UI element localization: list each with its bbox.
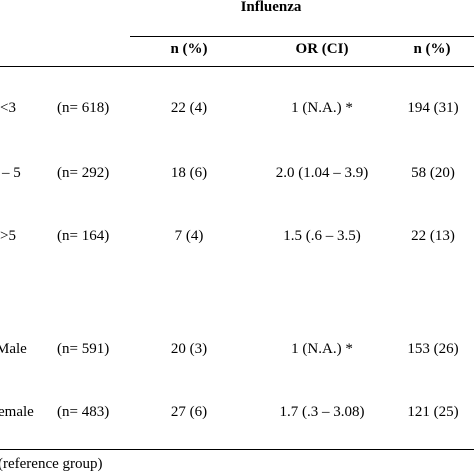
cell: 58 (20) [411,165,455,181]
cell: 1 (N.A.) * [291,100,353,116]
row-label: <3 [0,100,16,116]
cell: 1.7 (.3 – 3.08) [279,404,365,420]
cell: 194 (31) [407,100,459,116]
row-label: Male [0,341,27,357]
cell: 1 (N.A.) * [291,341,353,357]
col-header-n-pct-1: n (%) [170,41,208,57]
cell: 18 (6) [170,165,208,181]
group-title: Influenza [240,0,302,15]
cell: 2.0 (1.04 – 3.9) [275,165,369,181]
cell: 153 (26) [407,341,459,357]
cell: 1.5 (.6 – 3.5) [283,228,361,244]
cell: 22 (4) [170,100,208,116]
cell: 20 (3) [170,341,208,357]
row-label: – 5 [2,165,21,181]
row-label: emale [0,404,34,420]
row-count: (n= 618) [57,100,110,116]
row-count: (n= 483) [57,404,110,420]
row-count: (n= 164) [57,228,110,244]
row-label: >5 [0,228,16,244]
row-count: (n= 292) [57,165,110,181]
cell: 7 (4) [174,228,204,244]
cell: 121 (25) [407,404,459,420]
cell: 22 (13) [411,228,455,244]
bottom-rule [0,449,474,450]
footnote: (reference group) [0,456,103,472]
header-rule [130,36,474,37]
row-count: (n= 591) [57,341,110,357]
col-header-or-ci: OR (CI) [295,41,349,57]
subheader-rule [0,66,474,67]
cell: 27 (6) [170,404,208,420]
col-header-n-pct-2: n (%) [413,41,451,57]
